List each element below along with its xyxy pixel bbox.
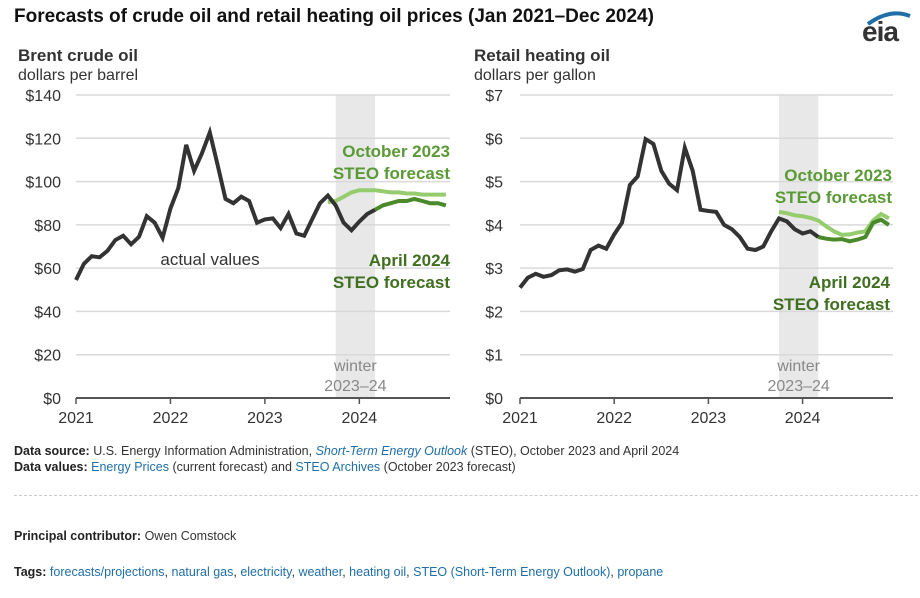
october-2023-label-sub: STEO forecast xyxy=(775,188,892,207)
actual-values-line xyxy=(74,125,377,281)
data-source-line: Data source: U.S. Energy Information Adm… xyxy=(14,444,679,458)
october-2023-label-sub: STEO forecast xyxy=(333,164,450,183)
data-values-line: Data values: Energy Prices (current fore… xyxy=(14,460,516,474)
contributor-name: Owen Comstock xyxy=(144,529,237,543)
y-tick-label: $100 xyxy=(25,175,61,192)
tag-separator: , xyxy=(342,565,350,579)
data-source-label: Data source: xyxy=(14,444,90,458)
y-tick-label: $4 xyxy=(485,218,503,235)
april-2024-forecast-line xyxy=(817,217,891,244)
tag-link[interactable]: natural gas xyxy=(171,565,234,579)
energy-prices-link[interactable]: Energy Prices xyxy=(91,460,169,474)
tag-link[interactable]: propane xyxy=(617,565,664,579)
contributor-line: Principal contributor: Owen Comstock xyxy=(14,529,236,543)
tag-link[interactable]: STEO (Short-Term Energy Outlook) xyxy=(413,565,611,579)
steo-archives-link[interactable]: STEO Archives xyxy=(295,460,381,474)
october-2023-forecast-line xyxy=(327,188,446,205)
tag-separator: , xyxy=(610,565,618,579)
data-source-text-2: (STEO), October 2023 and April 2024 xyxy=(470,444,680,458)
tag-link[interactable]: weather xyxy=(298,565,343,579)
actual-values-label: actual values xyxy=(160,250,259,269)
chart-title: Brent crude oil xyxy=(18,46,138,65)
april-2024-label-sub: STEO forecast xyxy=(333,273,450,292)
winter-label-years: 2023–24 xyxy=(324,378,386,395)
april-2024-label: April 2024 xyxy=(809,273,891,292)
chart-title: Retail heating oil xyxy=(474,46,610,65)
tag-separator: , xyxy=(233,565,241,579)
steo-link[interactable]: Short-Term Energy Outlook xyxy=(315,444,468,458)
x-tick-label: 2024 xyxy=(342,410,378,427)
april-2024-forecast-line xyxy=(374,196,447,212)
y-tick-label: $140 xyxy=(25,88,61,105)
eia-logo-arc-icon xyxy=(866,11,911,26)
tag-separator: , xyxy=(164,565,172,579)
x-tick-label: 2022 xyxy=(596,410,632,427)
winter-label: winter xyxy=(333,358,377,375)
y-tick-label: $7 xyxy=(485,88,503,105)
actual-values-line xyxy=(518,136,820,289)
eia-logo-text: eia xyxy=(862,16,899,47)
april-2024-label: April 2024 xyxy=(369,251,451,270)
y-tick-label: $0 xyxy=(485,391,503,408)
y-tick-label: $3 xyxy=(485,261,503,278)
page-title: Forecasts of crude oil and retail heatin… xyxy=(14,6,654,27)
y-tick-label: $1 xyxy=(485,348,503,365)
winter-label: winter xyxy=(776,358,820,375)
x-tick-label: 2024 xyxy=(785,410,821,427)
y-axis-unit-label: dollars per barrel xyxy=(18,67,138,84)
heating-oil-chart: Retail heating oil dollars per gallon $0 $1… xyxy=(474,46,893,427)
data-source-text: U.S. Energy Information Administration, xyxy=(93,444,313,458)
data-values-text-2: (October 2023 forecast) xyxy=(383,460,516,474)
x-tick-label: 2023 xyxy=(247,410,283,427)
x-tick-label: 2022 xyxy=(153,410,189,427)
y-tick-label: $120 xyxy=(25,131,61,148)
tag-separator: , xyxy=(406,565,414,579)
y-tick-label: $20 xyxy=(34,348,61,365)
tags-label: Tags: xyxy=(14,565,47,579)
x-tick-label: 2021 xyxy=(58,410,94,427)
y-axis-unit-label: dollars per gallon xyxy=(474,67,596,84)
y-tick-label: $2 xyxy=(485,304,503,321)
data-values-text: (current forecast) and xyxy=(172,460,292,474)
y-tick-label: $5 xyxy=(485,175,503,192)
tag-link[interactable]: forecasts/projections xyxy=(49,565,165,579)
tags-line: Tags: forecasts/projections, natural gas… xyxy=(14,565,663,579)
x-tick-label: 2023 xyxy=(691,410,727,427)
eia-logo[interactable]: eia xyxy=(862,10,912,47)
y-tick-label: $6 xyxy=(485,131,503,148)
divider xyxy=(14,495,918,496)
brent-crude-chart: Brent crude oil dollars per barrel $0 $20 $4… xyxy=(18,46,451,427)
x-tick-label: 2021 xyxy=(502,410,538,427)
data-values-label: Data values: xyxy=(14,460,88,474)
contributor-label: Principal contributor: xyxy=(14,529,142,543)
tag-link[interactable]: heating oil xyxy=(349,565,407,579)
winter-label-years: 2023–24 xyxy=(768,378,830,395)
tags-list: forecasts/projections, natural gas, elec… xyxy=(50,565,663,579)
tag-separator: , xyxy=(291,565,299,579)
winter-shaded-band xyxy=(779,95,819,398)
winter-shaded-band xyxy=(335,95,376,398)
y-tick-label: $60 xyxy=(34,261,61,278)
charts-canvas: Brent crude oil dollars per barrel $0 $20 $4… xyxy=(18,46,893,427)
tag-link[interactable]: electricity xyxy=(240,565,292,579)
october-2023-label: October 2023 xyxy=(784,166,892,185)
april-2024-label-sub: STEO forecast xyxy=(773,295,890,314)
y-tick-label: $0 xyxy=(43,391,61,408)
october-2023-label: October 2023 xyxy=(342,142,450,161)
y-tick-label: $40 xyxy=(34,304,61,321)
y-tick-label: $80 xyxy=(34,218,61,235)
